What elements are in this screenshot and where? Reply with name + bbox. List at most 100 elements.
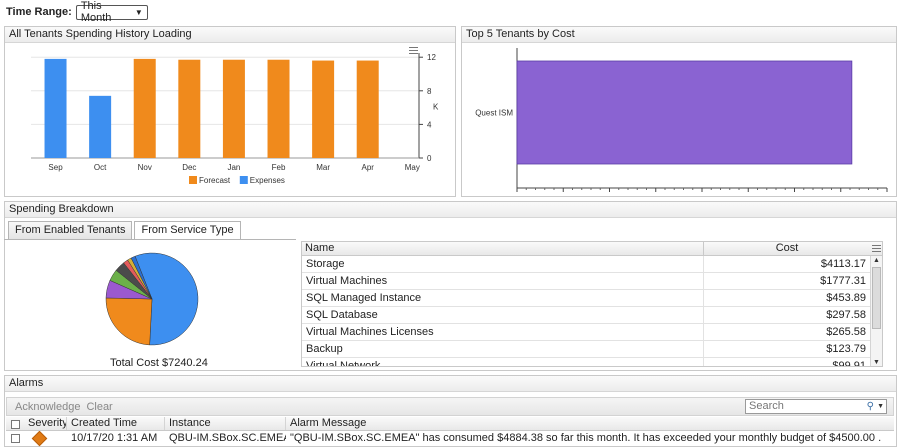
service-name-cell: Backup bbox=[302, 341, 704, 357]
pie-slice bbox=[105, 297, 153, 346]
bar-forecast bbox=[178, 59, 201, 158]
alarms-title: Alarms bbox=[5, 376, 896, 392]
column-header-created-time[interactable]: Created Time bbox=[67, 417, 165, 430]
pie-slice bbox=[130, 255, 153, 300]
alarms-table-header: Severity Created Time Instance Alarm Mes… bbox=[6, 417, 894, 431]
chevron-down-icon: ▼ bbox=[134, 7, 143, 17]
search-dropdown-icon[interactable]: ▼ bbox=[877, 403, 884, 410]
scroll-down-icon[interactable]: ▼ bbox=[873, 359, 880, 366]
column-header-alarm-message[interactable]: Alarm Message bbox=[290, 417, 367, 429]
table-body: Storage $4113.17 Virtual Machines $1777.31 S… bbox=[302, 256, 882, 367]
search-placeholder: Search bbox=[749, 400, 784, 412]
x-tick-label: 1000 bbox=[554, 196, 572, 197]
scroll-thumb[interactable] bbox=[872, 267, 881, 329]
bar-expenses bbox=[89, 95, 112, 158]
total-cost-label: Total Cost $7240.24 bbox=[110, 357, 208, 369]
x-tick-label: 8000 bbox=[878, 196, 896, 197]
service-cost-cell: $453.89 bbox=[826, 292, 866, 304]
x-tick-label: Mar bbox=[316, 163, 330, 172]
column-header-name[interactable]: Name bbox=[302, 242, 704, 255]
top5-panel: Top 5 Tenants by Cost 0 1000 2000 3000 4000 5… bbox=[461, 26, 897, 197]
table-row[interactable]: Virtual Machines $1777.31 bbox=[302, 273, 882, 290]
tab-service-type[interactable]: From Service Type bbox=[134, 221, 241, 240]
y-tick-label: 12 bbox=[427, 53, 436, 62]
table-row[interactable]: Backup $123.79 bbox=[302, 341, 882, 358]
severity-cell bbox=[24, 431, 67, 447]
bar-expenses bbox=[44, 58, 67, 158]
select-all-checkbox[interactable] bbox=[11, 420, 20, 429]
time-range-label: Time Range: bbox=[6, 6, 72, 18]
row-checkbox[interactable] bbox=[11, 434, 20, 443]
y-tick-label: Quest ISM bbox=[475, 109, 513, 118]
service-name-cell: SQL Managed Instance bbox=[302, 290, 704, 306]
instance-cell: QBU-IM.SBox.SC.EMEA bbox=[169, 432, 286, 444]
table-row[interactable]: Virtual Network $99.91 bbox=[302, 358, 882, 367]
time-range-select[interactable]: This Month ▼ bbox=[75, 0, 148, 24]
spending-history-panel: All Tenants Spending History Loading 0 4 8… bbox=[4, 26, 456, 197]
x-tick-label: Nov bbox=[138, 163, 152, 172]
service-cost-cell: $99.91 bbox=[832, 360, 866, 367]
bar-forecast bbox=[133, 58, 156, 158]
bar-tenant bbox=[516, 60, 853, 165]
top5-title: Top 5 Tenants by Cost bbox=[462, 27, 896, 43]
service-name-cell: Storage bbox=[302, 256, 704, 272]
acknowledge-button[interactable]: Acknowledge bbox=[15, 400, 81, 413]
created-time-cell: 10/17/20 1:31 AM bbox=[71, 432, 158, 444]
service-cost-cell: $1777.31 bbox=[820, 275, 866, 287]
bar-forecast bbox=[222, 59, 245, 158]
column-menu-icon[interactable] bbox=[872, 245, 881, 253]
y-tick-label: 0 bbox=[427, 154, 432, 163]
table-header: Name Cost bbox=[302, 242, 882, 256]
table-row[interactable]: 10/17/20 1:31 AM QBU-IM.SBox.SC.EMEA "QB… bbox=[6, 431, 894, 447]
breakdown-tabs: From Enabled Tenants From Service Type bbox=[8, 221, 243, 240]
y-tick-label: 4 bbox=[427, 120, 432, 129]
alarm-message-cell: "QBU-IM.SBox.SC.EMEA" has consumed $4884… bbox=[290, 432, 882, 444]
table-row[interactable]: Storage $4113.17 bbox=[302, 256, 882, 273]
x-tick-label: 4000 bbox=[693, 196, 711, 197]
alarms-search-input[interactable]: Search ⚲ ▼ bbox=[745, 399, 887, 414]
column-header-severity[interactable]: Severity bbox=[24, 417, 67, 430]
service-type-pie-chart bbox=[105, 252, 199, 346]
search-icon[interactable]: ⚲ bbox=[866, 401, 874, 412]
bar-forecast bbox=[267, 59, 290, 158]
top5-chart: 0 1000 2000 3000 4000 5000 6000 7000 8000 Quest I… bbox=[475, 48, 896, 197]
clear-button[interactable]: Clear bbox=[86, 400, 113, 413]
x-tick-label: Sep bbox=[48, 163, 63, 172]
table-row[interactable]: SQL Managed Instance $453.89 bbox=[302, 290, 882, 307]
service-name-cell: Virtual Machines Licenses bbox=[302, 324, 704, 340]
x-tick-label: Feb bbox=[272, 163, 286, 172]
legend-label: Forecast bbox=[199, 176, 231, 185]
column-header-cost[interactable]: Cost bbox=[775, 242, 799, 254]
spending-history-title: All Tenants Spending History Loading bbox=[5, 27, 455, 43]
pie-slice bbox=[134, 252, 199, 346]
tab-enabled-tenants[interactable]: From Enabled Tenants bbox=[8, 221, 133, 239]
table-scrollbar[interactable]: ▲ ▼ bbox=[870, 256, 882, 366]
alarms-toolbar: Acknowledge Clear Search ⚲ ▼ bbox=[6, 397, 894, 416]
x-tick-label: Apr bbox=[361, 163, 374, 172]
service-name-cell: Virtual Machines bbox=[302, 273, 704, 289]
x-tick-label: 6000 bbox=[786, 196, 804, 197]
bar-forecast bbox=[356, 60, 379, 158]
service-name-cell: SQL Database bbox=[302, 307, 704, 323]
bar-forecast bbox=[312, 60, 335, 158]
x-tick-label: 2000 bbox=[601, 196, 619, 197]
warning-severity-icon bbox=[31, 431, 48, 447]
y-axis-label: K bbox=[433, 103, 439, 112]
x-tick-label: Oct bbox=[94, 163, 107, 172]
time-range-bar: Time Range: This Month ▼ bbox=[0, 0, 900, 24]
legend-swatch bbox=[239, 176, 248, 184]
table-row[interactable]: Virtual Machines Licenses $265.58 bbox=[302, 324, 882, 341]
x-tick-label: 0 bbox=[515, 196, 520, 197]
table-row[interactable]: SQL Database $297.58 bbox=[302, 307, 882, 324]
x-tick-label: Jan bbox=[227, 163, 240, 172]
x-tick-label: 3000 bbox=[647, 196, 665, 197]
service-cost-cell: $123.79 bbox=[826, 343, 866, 355]
column-header-instance[interactable]: Instance bbox=[165, 417, 286, 430]
tab-divider bbox=[4, 239, 296, 240]
chart-menu-icon[interactable] bbox=[409, 47, 418, 55]
spending-history-chart: 0 4 8 12 K Sep Oct Nov Dec Jan Feb Mar Apr May Forecas… bbox=[31, 53, 439, 185]
spending-breakdown-title: Spending Breakdown bbox=[5, 202, 896, 218]
y-tick-label: 8 bbox=[427, 87, 432, 96]
service-cost-cell: $265.58 bbox=[826, 326, 866, 338]
scroll-up-icon[interactable]: ▲ bbox=[873, 257, 880, 264]
